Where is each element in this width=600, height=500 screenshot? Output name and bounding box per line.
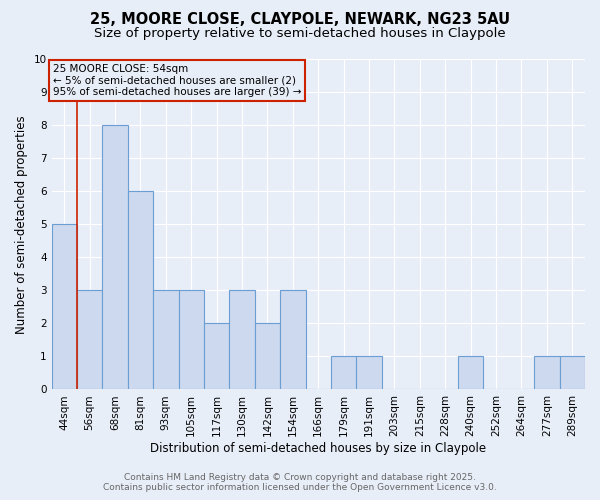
Bar	[103, 125, 128, 390]
Bar	[153, 290, 179, 390]
Y-axis label: Number of semi-detached properties: Number of semi-detached properties	[15, 115, 28, 334]
Bar	[255, 324, 280, 390]
Bar	[229, 290, 255, 390]
Text: 25 MOORE CLOSE: 54sqm
← 5% of semi-detached houses are smaller (2)
95% of semi-d: 25 MOORE CLOSE: 54sqm ← 5% of semi-detac…	[53, 64, 301, 97]
X-axis label: Distribution of semi-detached houses by size in Claypole: Distribution of semi-detached houses by …	[150, 442, 487, 455]
Bar	[179, 290, 204, 390]
Text: 25, MOORE CLOSE, CLAYPOLE, NEWARK, NG23 5AU: 25, MOORE CLOSE, CLAYPOLE, NEWARK, NG23 …	[90, 12, 510, 28]
Bar	[331, 356, 356, 390]
Bar	[52, 224, 77, 390]
Bar	[560, 356, 585, 390]
Bar	[534, 356, 560, 390]
Text: Contains HM Land Registry data © Crown copyright and database right 2025.
Contai: Contains HM Land Registry data © Crown c…	[103, 473, 497, 492]
Bar	[204, 324, 229, 390]
Bar	[356, 356, 382, 390]
Bar	[280, 290, 305, 390]
Bar	[128, 191, 153, 390]
Text: Size of property relative to semi-detached houses in Claypole: Size of property relative to semi-detach…	[94, 28, 506, 40]
Bar	[77, 290, 103, 390]
Bar	[458, 356, 484, 390]
